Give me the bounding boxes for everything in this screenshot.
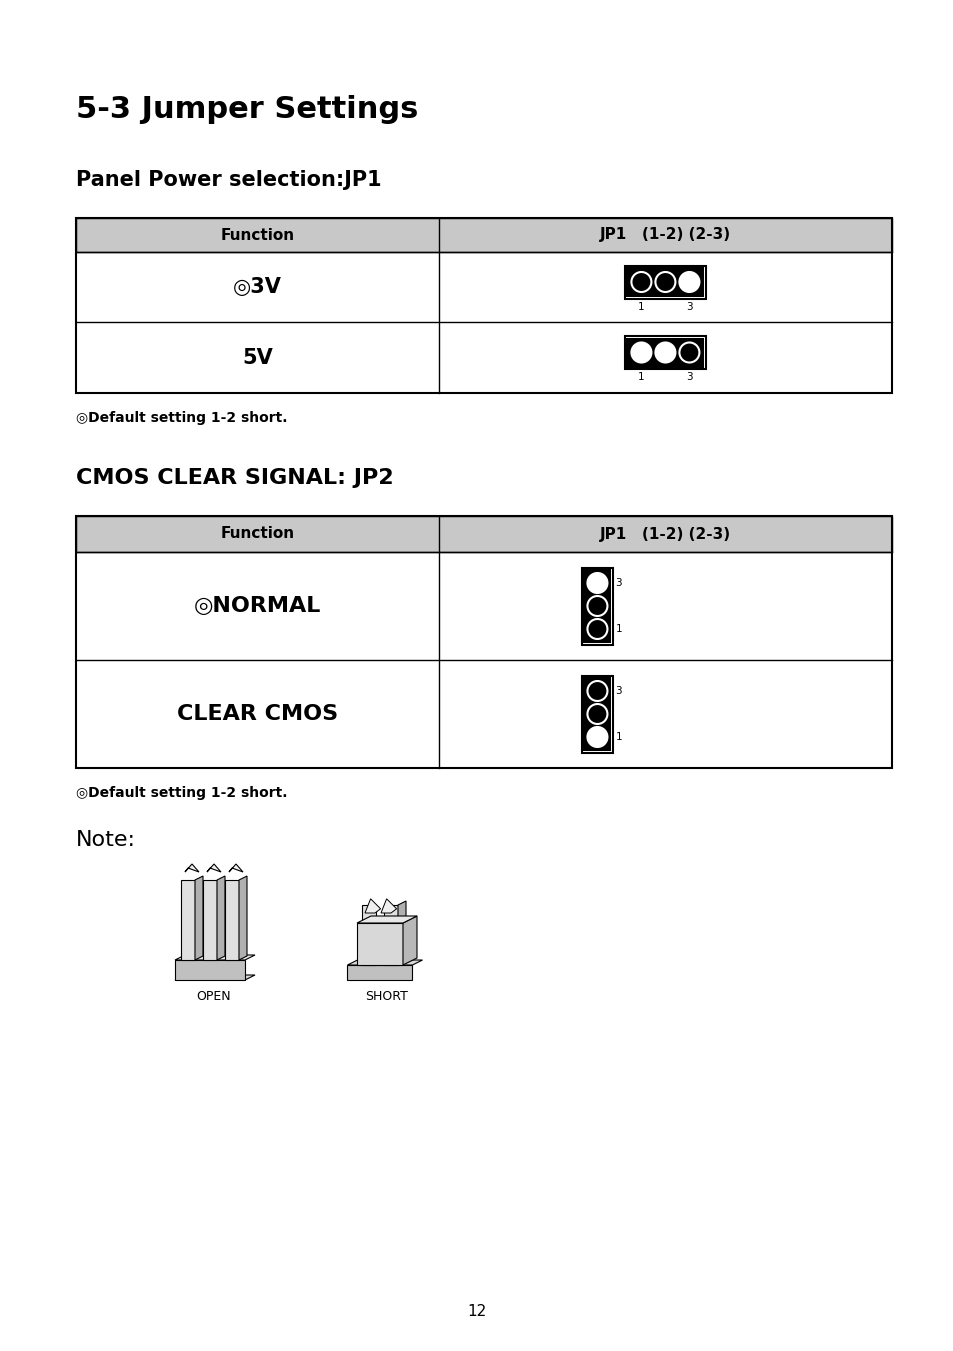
Text: Function: Function — [220, 527, 294, 542]
Polygon shape — [356, 923, 402, 965]
Polygon shape — [384, 905, 397, 965]
Circle shape — [679, 272, 699, 292]
Polygon shape — [203, 880, 216, 961]
Bar — [626, 267, 703, 297]
Polygon shape — [174, 955, 254, 961]
Bar — [76, 218, 891, 253]
Text: Note:: Note: — [76, 830, 136, 850]
Text: JP1   (1-2) (2-3): JP1 (1-2) (2-3) — [599, 227, 730, 242]
Text: SHORT: SHORT — [365, 990, 408, 1002]
Circle shape — [587, 596, 607, 616]
Polygon shape — [174, 961, 245, 979]
Polygon shape — [181, 880, 194, 961]
Bar — [76, 322, 891, 393]
Polygon shape — [229, 865, 243, 871]
Text: 12: 12 — [467, 1304, 486, 1319]
Bar — [626, 338, 703, 367]
Bar — [76, 516, 891, 553]
Bar — [583, 569, 611, 643]
Text: ◎NORMAL: ◎NORMAL — [193, 596, 321, 616]
Polygon shape — [194, 875, 203, 961]
Polygon shape — [356, 916, 416, 923]
Bar — [624, 266, 705, 299]
Text: Panel Power selection:JP1: Panel Power selection:JP1 — [76, 170, 381, 190]
Text: ◎3V: ◎3V — [233, 277, 282, 297]
Text: OPEN: OPEN — [196, 990, 231, 1002]
Polygon shape — [397, 901, 406, 965]
Circle shape — [631, 343, 651, 362]
Bar — [581, 676, 612, 753]
Polygon shape — [185, 865, 199, 871]
Text: ◎Default setting 1-2 short.: ◎Default setting 1-2 short. — [76, 786, 288, 800]
Text: 3: 3 — [615, 686, 621, 696]
Text: 1: 1 — [615, 732, 621, 742]
Bar — [76, 553, 891, 661]
Text: 3: 3 — [685, 373, 692, 382]
Circle shape — [655, 272, 675, 292]
Bar — [583, 677, 611, 751]
Text: Function: Function — [220, 227, 294, 242]
Polygon shape — [174, 975, 254, 979]
Circle shape — [631, 272, 651, 292]
Bar — [76, 661, 891, 767]
Bar — [581, 567, 612, 644]
Bar — [76, 516, 891, 767]
Polygon shape — [380, 898, 396, 913]
Text: 3: 3 — [615, 578, 621, 588]
Polygon shape — [361, 905, 375, 965]
Circle shape — [679, 343, 699, 362]
Polygon shape — [365, 898, 380, 913]
Circle shape — [587, 727, 607, 747]
Text: 3: 3 — [685, 303, 692, 312]
Polygon shape — [207, 865, 221, 871]
Text: 1: 1 — [638, 303, 644, 312]
Text: CLEAR CMOS: CLEAR CMOS — [177, 704, 337, 724]
Text: 1: 1 — [615, 624, 621, 634]
Polygon shape — [225, 880, 239, 961]
Circle shape — [655, 343, 675, 362]
Bar — [76, 218, 891, 393]
Circle shape — [587, 619, 607, 639]
Polygon shape — [347, 961, 422, 965]
Text: 5-3 Jumper Settings: 5-3 Jumper Settings — [76, 95, 418, 124]
Circle shape — [587, 573, 607, 593]
Circle shape — [587, 681, 607, 701]
Text: CMOS CLEAR SIGNAL: JP2: CMOS CLEAR SIGNAL: JP2 — [76, 467, 394, 488]
Polygon shape — [216, 875, 225, 961]
Text: ◎Default setting 1-2 short.: ◎Default setting 1-2 short. — [76, 411, 288, 426]
Text: 1: 1 — [638, 373, 644, 382]
Polygon shape — [239, 875, 247, 961]
Polygon shape — [402, 916, 416, 965]
Text: JP1   (1-2) (2-3): JP1 (1-2) (2-3) — [599, 527, 730, 542]
Bar — [76, 253, 891, 322]
Text: 5V: 5V — [242, 347, 273, 367]
Circle shape — [587, 704, 607, 724]
Bar — [624, 336, 705, 369]
Polygon shape — [347, 965, 412, 979]
